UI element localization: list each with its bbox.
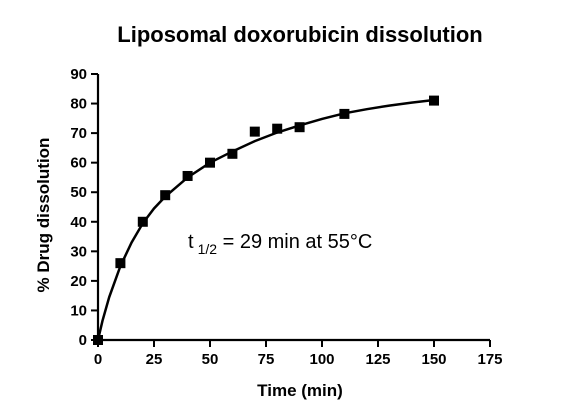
y-tick-label: 20 bbox=[70, 273, 87, 290]
data-point-marker bbox=[115, 258, 126, 269]
chart-title: Liposomal doxorubicin dissolution bbox=[117, 22, 482, 47]
data-point-marker bbox=[160, 190, 171, 201]
y-tick-label: 10 bbox=[70, 302, 87, 319]
x-tick-label: 125 bbox=[365, 351, 390, 368]
data-point-marker bbox=[227, 148, 238, 159]
half-life-annotation: t 1/2 = 29 min at 55°C bbox=[188, 231, 372, 257]
data-markers bbox=[93, 95, 439, 345]
half-life-prefix: t bbox=[188, 231, 194, 253]
y-tick-label: 0 bbox=[79, 332, 87, 349]
data-point-marker bbox=[137, 216, 148, 227]
data-point-marker bbox=[272, 123, 283, 134]
x-tick-label: 100 bbox=[309, 351, 334, 368]
y-tick-label: 30 bbox=[70, 243, 87, 260]
x-tick-label: 75 bbox=[258, 351, 275, 368]
tick-labels: 0 25 50 75 100 125 150 175 0 10 20 30 40 50 60 70 80 90 bbox=[70, 66, 502, 368]
half-life-suffix: = 29 min at 55°C bbox=[217, 231, 372, 253]
x-tick-label: 25 bbox=[146, 351, 163, 368]
y-tick-label: 90 bbox=[70, 66, 87, 83]
x-tick-label: 150 bbox=[421, 351, 446, 368]
data-point-marker bbox=[339, 108, 350, 119]
data-point-marker bbox=[182, 170, 193, 181]
y-tick-label: 60 bbox=[70, 155, 87, 172]
ticks bbox=[91, 73, 491, 347]
y-tick-label: 40 bbox=[70, 214, 87, 231]
x-tick-label: 0 bbox=[94, 351, 102, 368]
y-axis-label: % Drug dissolution bbox=[34, 138, 53, 293]
y-tick-label: 50 bbox=[70, 184, 87, 201]
y-tick-label: 80 bbox=[70, 96, 87, 113]
x-tick-label: 50 bbox=[202, 351, 219, 368]
data-point-marker bbox=[249, 126, 260, 137]
half-life-subscript: 1/2 bbox=[198, 241, 218, 257]
data-point-marker bbox=[205, 157, 215, 168]
fit-curve bbox=[96, 98, 435, 341]
data-point-marker bbox=[429, 95, 439, 106]
data-point-marker bbox=[294, 122, 305, 133]
x-axis-label: Time (min) bbox=[257, 381, 343, 400]
x-tick-label: 175 bbox=[477, 351, 502, 368]
data-point-marker bbox=[93, 335, 103, 345]
axes bbox=[96, 74, 490, 342]
y-tick-label: 70 bbox=[70, 125, 87, 142]
